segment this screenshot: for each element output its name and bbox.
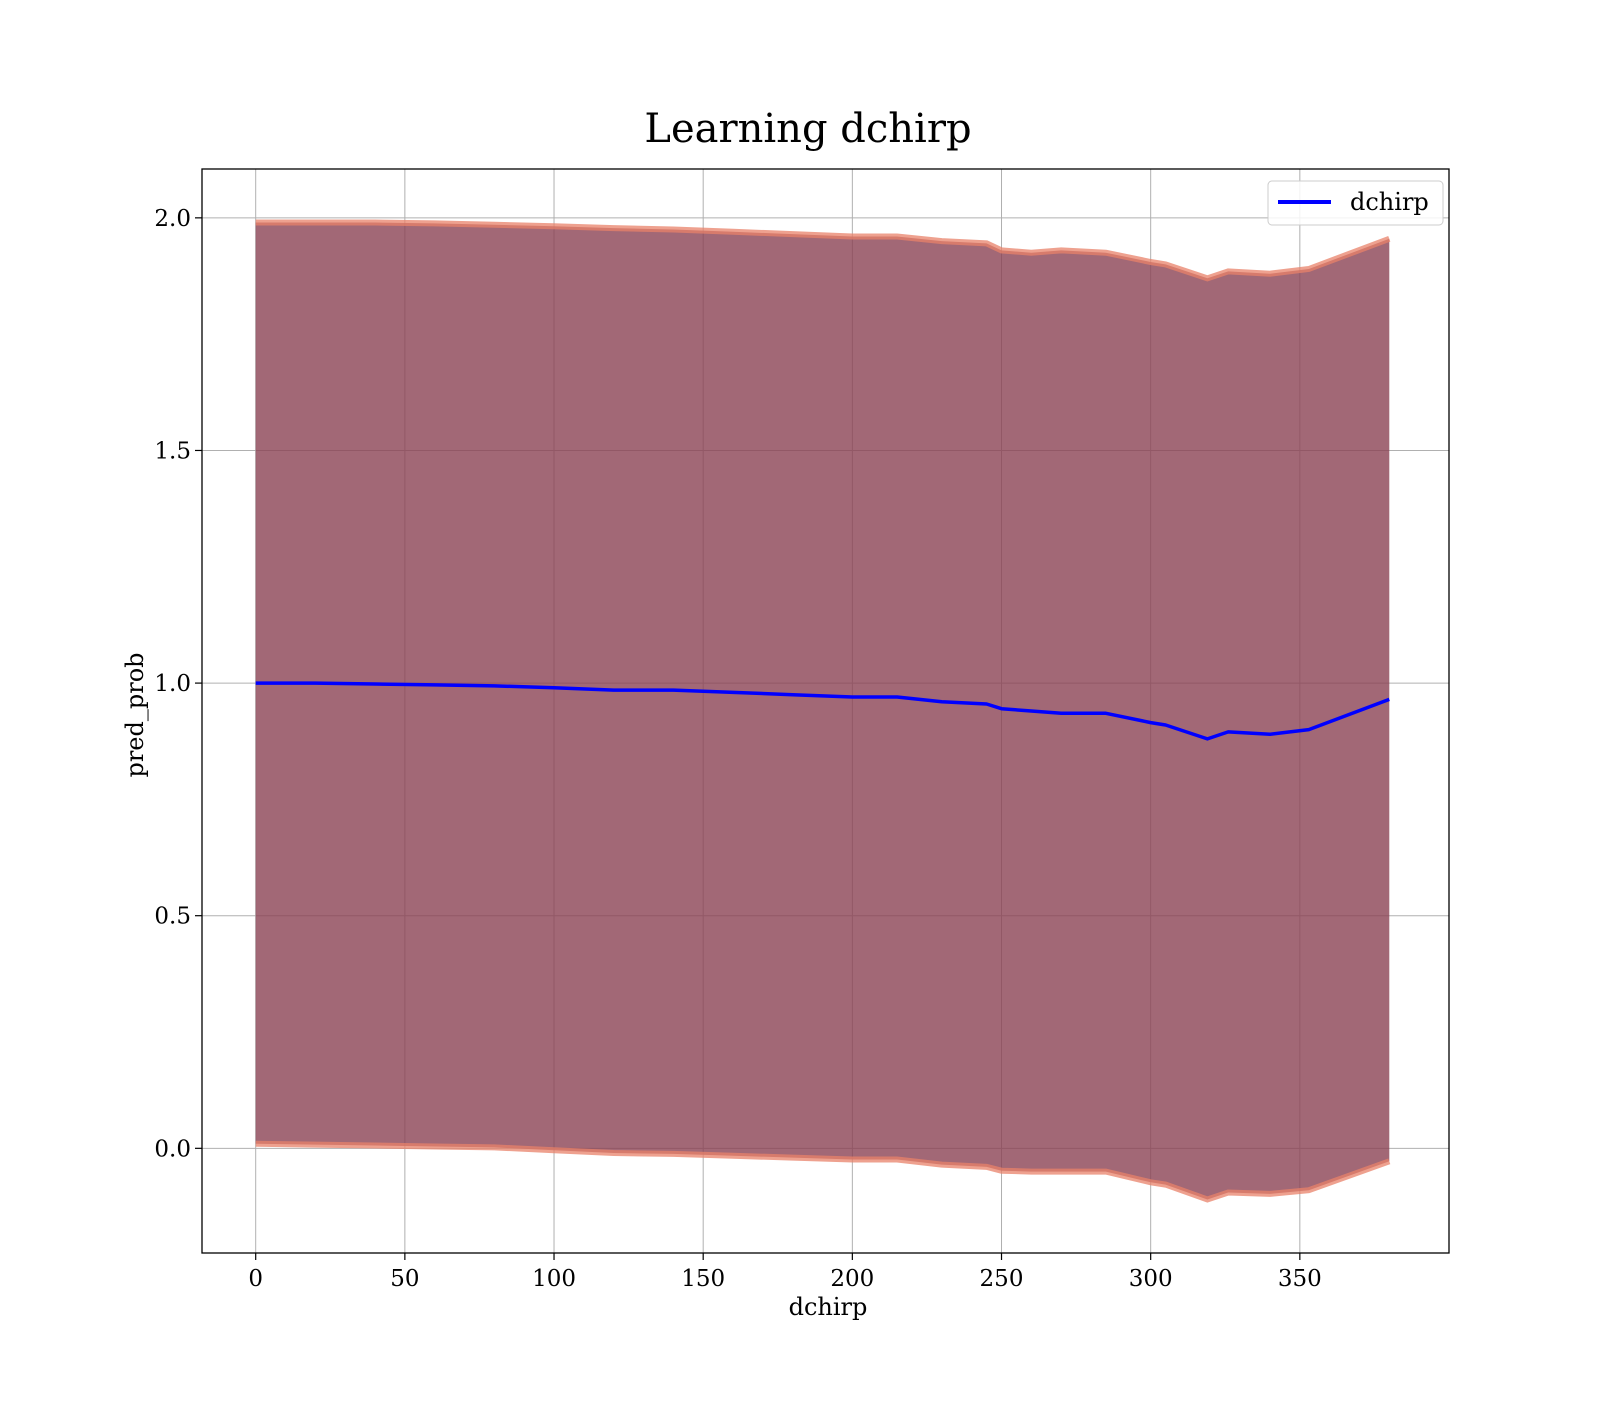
x-tick-label: 350 (1278, 1266, 1322, 1292)
x-axis-label: dchirp (789, 1293, 868, 1321)
x-tick-label: 300 (1129, 1266, 1173, 1292)
band-fill-dchirp (255, 222, 1390, 1200)
x-tick-label: 100 (532, 1266, 576, 1292)
legend-box (1267, 180, 1444, 226)
band-upper-edge (255, 219, 1391, 282)
band-lower-edge (255, 1140, 1391, 1203)
x-tick-label: 0 (248, 1266, 263, 1292)
legend-label-dchirp: dchirp (1350, 188, 1429, 216)
y-tick-label: 0.0 (154, 1136, 191, 1162)
x-tick-label: 50 (390, 1266, 419, 1292)
legend: dchirp (1267, 180, 1444, 226)
series-line-dchirp (255, 681, 1390, 741)
y-tick-label: 1.5 (154, 438, 191, 464)
confidence-band (255, 219, 1391, 1203)
series-lines (255, 681, 1390, 741)
axis-ticks: 0 50 100 150 200 250 300 350 0.0 0.5 1.0 1.5 2.0 (154, 206, 1321, 1292)
y-tick-label: 0.5 (154, 904, 191, 930)
chart-title: Learning dchirp (644, 106, 971, 152)
plot-frame (201, 168, 1450, 1254)
x-tick-label: 150 (681, 1266, 725, 1292)
y-tick-label: 2.0 (154, 206, 191, 232)
x-tick-label: 250 (980, 1266, 1024, 1292)
y-tick-label: 1.0 (154, 671, 191, 697)
x-tick-label: 200 (830, 1266, 874, 1292)
y-axis-label: pred_prob (121, 652, 149, 777)
